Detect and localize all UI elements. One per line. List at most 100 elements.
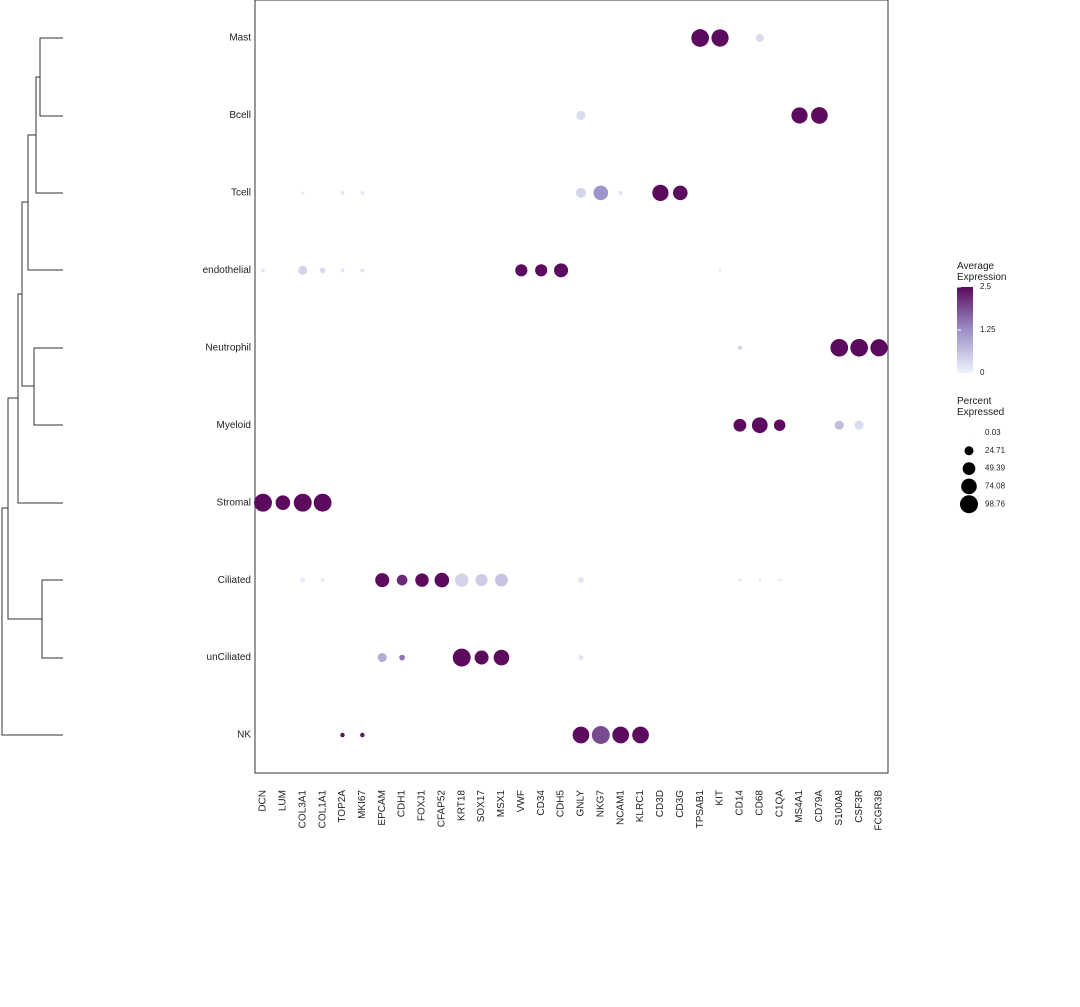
dot	[652, 184, 669, 201]
dot	[572, 726, 590, 744]
row-label: endothelial	[203, 265, 251, 276]
size-key-label: 24.71	[985, 446, 1006, 455]
dot	[452, 648, 471, 667]
dot	[593, 185, 609, 201]
dot	[854, 420, 864, 430]
dot	[850, 338, 868, 357]
dot	[313, 493, 332, 512]
x-tick-label: MS4A1	[794, 790, 805, 823]
dot	[360, 191, 365, 195]
dot	[340, 191, 345, 195]
size-key	[961, 478, 977, 495]
dot	[711, 29, 729, 47]
x-tick-label: CD68	[754, 790, 765, 816]
dot	[691, 29, 709, 47]
row-label: NK	[237, 730, 251, 741]
x-tick-label: DCN	[258, 790, 269, 812]
x-tick-label: TOP2A	[337, 790, 348, 823]
size-key	[964, 446, 974, 456]
dot	[454, 573, 469, 587]
dot	[261, 268, 265, 273]
dot	[475, 574, 488, 587]
x-tick-label: SOX17	[476, 790, 487, 823]
dot	[301, 191, 305, 195]
dot	[618, 190, 623, 195]
dot	[834, 420, 844, 430]
dot	[375, 573, 390, 588]
x-tick-label: FCGR3B	[874, 790, 885, 831]
dot	[733, 418, 747, 432]
x-tick-label: NCAM1	[615, 790, 626, 825]
row-label: Myeloid	[217, 420, 251, 431]
x-tick-label: FOXJ1	[417, 790, 428, 822]
dot	[778, 578, 782, 582]
dot	[340, 268, 345, 273]
x-tick-label: CD14	[735, 790, 746, 816]
size-key-label: 0.03	[985, 428, 1001, 437]
row-label: Tcell	[231, 188, 251, 199]
x-tick-label: CD34	[536, 790, 547, 816]
dot	[791, 107, 808, 124]
x-tick-label: KRT18	[456, 790, 467, 821]
dot	[415, 573, 429, 587]
size-key-label: 98.76	[985, 499, 1006, 508]
x-tick-label: CD3D	[655, 790, 666, 817]
x-tick-label: COL1A1	[317, 790, 328, 829]
row-label: Mast	[229, 33, 251, 44]
dot	[515, 264, 528, 277]
dot	[811, 107, 828, 124]
dot	[340, 732, 345, 738]
x-tick-label: S100A8	[834, 790, 845, 826]
x-tick-label: CSF3R	[854, 790, 865, 823]
size-legend-title: Percent Expressed	[957, 396, 1005, 418]
x-tick-label: MSX1	[496, 790, 507, 818]
dot	[672, 185, 688, 201]
color-tick-label: 1.25	[980, 325, 996, 334]
x-tick-label: CD3G	[675, 790, 686, 818]
color-tick-label: 0	[980, 368, 985, 377]
x-tick-label: MKI67	[357, 790, 368, 819]
dot	[554, 263, 569, 278]
x-tick-label: KIT	[715, 790, 726, 806]
dendrogram	[1, 37, 63, 736]
dot	[578, 577, 584, 583]
dot	[535, 264, 548, 277]
x-tick-label: TPSAB1	[695, 790, 706, 829]
row-label: unCiliated	[207, 652, 251, 663]
dot	[254, 493, 272, 512]
color-tick-label: 2.5	[980, 282, 992, 291]
dot	[300, 577, 306, 583]
dot	[591, 726, 610, 744]
dot	[377, 653, 387, 663]
size-key-label: 74.08	[985, 482, 1006, 491]
row-label: Neutrophil	[205, 342, 251, 353]
dot	[578, 654, 584, 661]
dot	[632, 726, 649, 744]
dot	[396, 574, 408, 586]
dot	[755, 33, 764, 43]
dot	[293, 493, 312, 512]
row-label: Stromal	[217, 497, 251, 508]
dot	[495, 573, 508, 587]
plot-frame	[254, 0, 889, 774]
dot	[830, 338, 849, 357]
dot	[434, 572, 450, 588]
x-tick-label: CDH1	[397, 790, 408, 818]
color-legend-title: Average Expression	[957, 261, 1007, 283]
x-tick-label: CD79A	[814, 790, 825, 823]
x-tick-label: CFAP52	[436, 790, 447, 828]
dot	[751, 417, 768, 434]
dot	[718, 268, 722, 272]
dot	[773, 419, 786, 431]
x-tick-label: LUM	[278, 790, 289, 811]
dot	[319, 267, 326, 274]
size-key	[960, 495, 978, 514]
x-tick-label: VWF	[516, 790, 527, 812]
dot	[474, 650, 489, 665]
dot	[399, 654, 405, 661]
x-tick-label: EPCAM	[377, 790, 388, 826]
x-tick-label: COL3A1	[297, 790, 308, 829]
x-tick-label: CDH5	[556, 790, 567, 818]
